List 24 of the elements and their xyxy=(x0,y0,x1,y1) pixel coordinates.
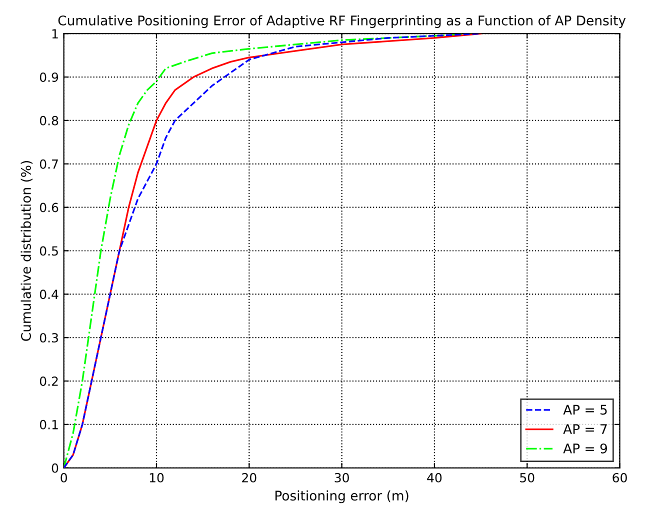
y-tick-label: 0.3 xyxy=(40,333,58,343)
x-tick-label: 60 xyxy=(612,472,627,482)
y-tick-label: 0.5 xyxy=(40,246,58,256)
legend-label: AP = 9 xyxy=(563,443,607,454)
y-tick-label: 0 xyxy=(52,463,58,473)
x-axis-title: Positioning error (m) xyxy=(275,490,408,504)
legend-label: AP = 7 xyxy=(563,424,607,434)
y-tick-label: 0.8 xyxy=(40,116,58,126)
y-tick-label: 0.2 xyxy=(40,376,58,386)
y-tick-label: 0.1 xyxy=(40,420,58,430)
y-tick-label: 0.6 xyxy=(40,202,58,212)
x-tick-label: 10 xyxy=(150,472,164,482)
chart-title: Cumulative Positioning Error of Adaptive RF Fingerprinting as a Function of AP Density xyxy=(58,15,626,28)
y-tick-label: 1 xyxy=(52,29,58,38)
x-tick-label: 30 xyxy=(334,472,349,482)
y-tick-label: 0.7 xyxy=(40,159,58,169)
y-axis-title: Cumulative distribution (%) xyxy=(20,161,33,341)
y-tick-label: 0.9 xyxy=(40,72,58,82)
x-tick-label: 0 xyxy=(60,472,67,482)
x-tick-label: 50 xyxy=(520,472,534,482)
x-tick-label: 40 xyxy=(427,472,442,482)
legend-label: AP = 5 xyxy=(563,404,607,415)
y-tick-label: 0.4 xyxy=(40,290,58,300)
x-tick-label: 20 xyxy=(242,472,256,482)
